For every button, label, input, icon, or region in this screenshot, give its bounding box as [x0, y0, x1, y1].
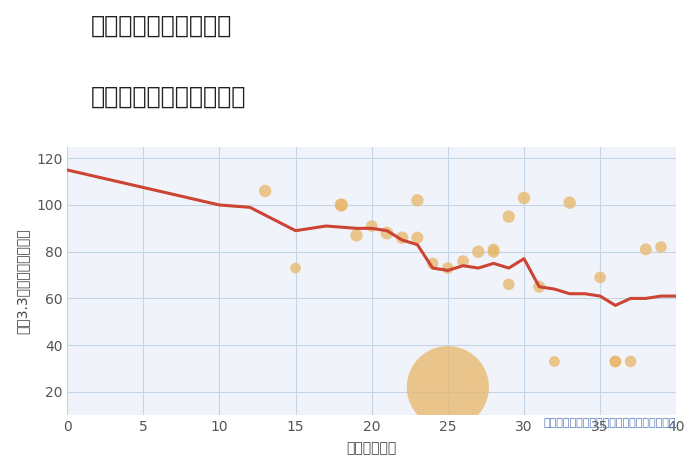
Point	[351, 232, 362, 239]
Point	[655, 243, 666, 251]
Point	[519, 194, 530, 202]
Text: 築年数別中古戸建て価格: 築年数別中古戸建て価格	[91, 85, 246, 109]
Point	[640, 246, 652, 253]
Text: 円の大きさは、取引のあった物件面積を示す: 円の大きさは、取引のあった物件面積を示す	[544, 418, 676, 428]
Point	[488, 248, 499, 256]
Point	[488, 246, 499, 253]
Point	[533, 283, 545, 290]
Point	[382, 229, 393, 237]
Text: 奈良県奈良市松陽台の: 奈良県奈良市松陽台の	[91, 14, 232, 38]
Point	[290, 264, 301, 272]
Point	[594, 274, 606, 281]
Point	[442, 384, 454, 391]
Point	[427, 259, 438, 267]
Point	[260, 187, 271, 195]
Point	[503, 281, 514, 288]
Point	[610, 358, 621, 365]
Point	[503, 213, 514, 220]
Point	[473, 248, 484, 256]
Point	[397, 234, 408, 242]
Point	[366, 222, 377, 230]
Point	[412, 234, 423, 242]
X-axis label: 築年数（年）: 築年数（年）	[346, 441, 397, 455]
Point	[564, 199, 575, 206]
Point	[336, 201, 347, 209]
Point	[412, 196, 423, 204]
Point	[549, 358, 560, 365]
Point	[442, 264, 454, 272]
Point	[458, 257, 469, 265]
Point	[610, 358, 621, 365]
Point	[625, 358, 636, 365]
Y-axis label: 坪（3.3㎡）単価（万円）: 坪（3.3㎡）単価（万円）	[15, 228, 29, 334]
Point	[336, 201, 347, 209]
